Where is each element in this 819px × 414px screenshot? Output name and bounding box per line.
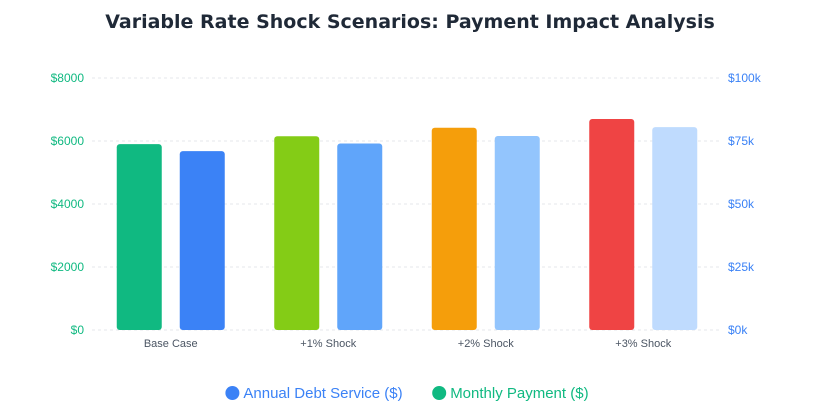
legend: Annual Debt Service ($) Monthly Payment (… — [225, 385, 589, 402]
x-tick-label: +2% Shock — [458, 338, 514, 350]
y-left-tick-label: $0 — [71, 323, 85, 337]
legend-swatch — [432, 386, 447, 400]
y-right-tick-label: $100k — [728, 71, 762, 85]
bar-annual-debt-service-1[interactable] — [337, 143, 383, 330]
legend-label[interactable]: Monthly Payment ($) — [450, 385, 588, 402]
x-tick-label: Base Case — [144, 338, 198, 350]
legend-swatch — [225, 386, 240, 400]
y-left-tick-label: $8000 — [51, 71, 85, 85]
bar-monthly-payment-0[interactable] — [116, 144, 162, 330]
y-right-tick-label: $75k — [728, 134, 755, 148]
x-tick-label: +1% Shock — [300, 338, 356, 350]
bars — [116, 118, 698, 331]
y-right-tick-label: $50k — [728, 197, 755, 211]
y-right-tick-label: $0k — [728, 323, 748, 337]
y-right-tick-label: $25k — [728, 260, 755, 274]
legend-label[interactable]: Annual Debt Service ($) — [243, 385, 402, 402]
bar-monthly-payment-3[interactable] — [589, 118, 635, 330]
y-left-tick-label: $6000 — [51, 134, 85, 148]
x-axis: Base Case +1% Shock +2% Shock +3% Shock — [144, 338, 672, 350]
bar-monthly-payment-1[interactable] — [274, 136, 320, 330]
y-axis-right: $0k $25k $50k $75k $100k — [728, 71, 762, 337]
bar-annual-debt-service-2[interactable] — [494, 135, 540, 330]
x-tick-label: +3% Shock — [615, 338, 671, 350]
bar-annual-debt-service-3[interactable] — [652, 127, 698, 330]
y-left-tick-label: $4000 — [51, 197, 85, 211]
y-axis-left: $0 $2000 $4000 $6000 $8000 — [51, 71, 85, 337]
bar-monthly-payment-2[interactable] — [431, 127, 477, 331]
bar-annual-debt-service-0[interactable] — [179, 151, 225, 330]
y-left-tick-label: $2000 — [51, 260, 85, 274]
chart-title: Variable Rate Shock Scenarios: Payment I… — [105, 11, 715, 33]
